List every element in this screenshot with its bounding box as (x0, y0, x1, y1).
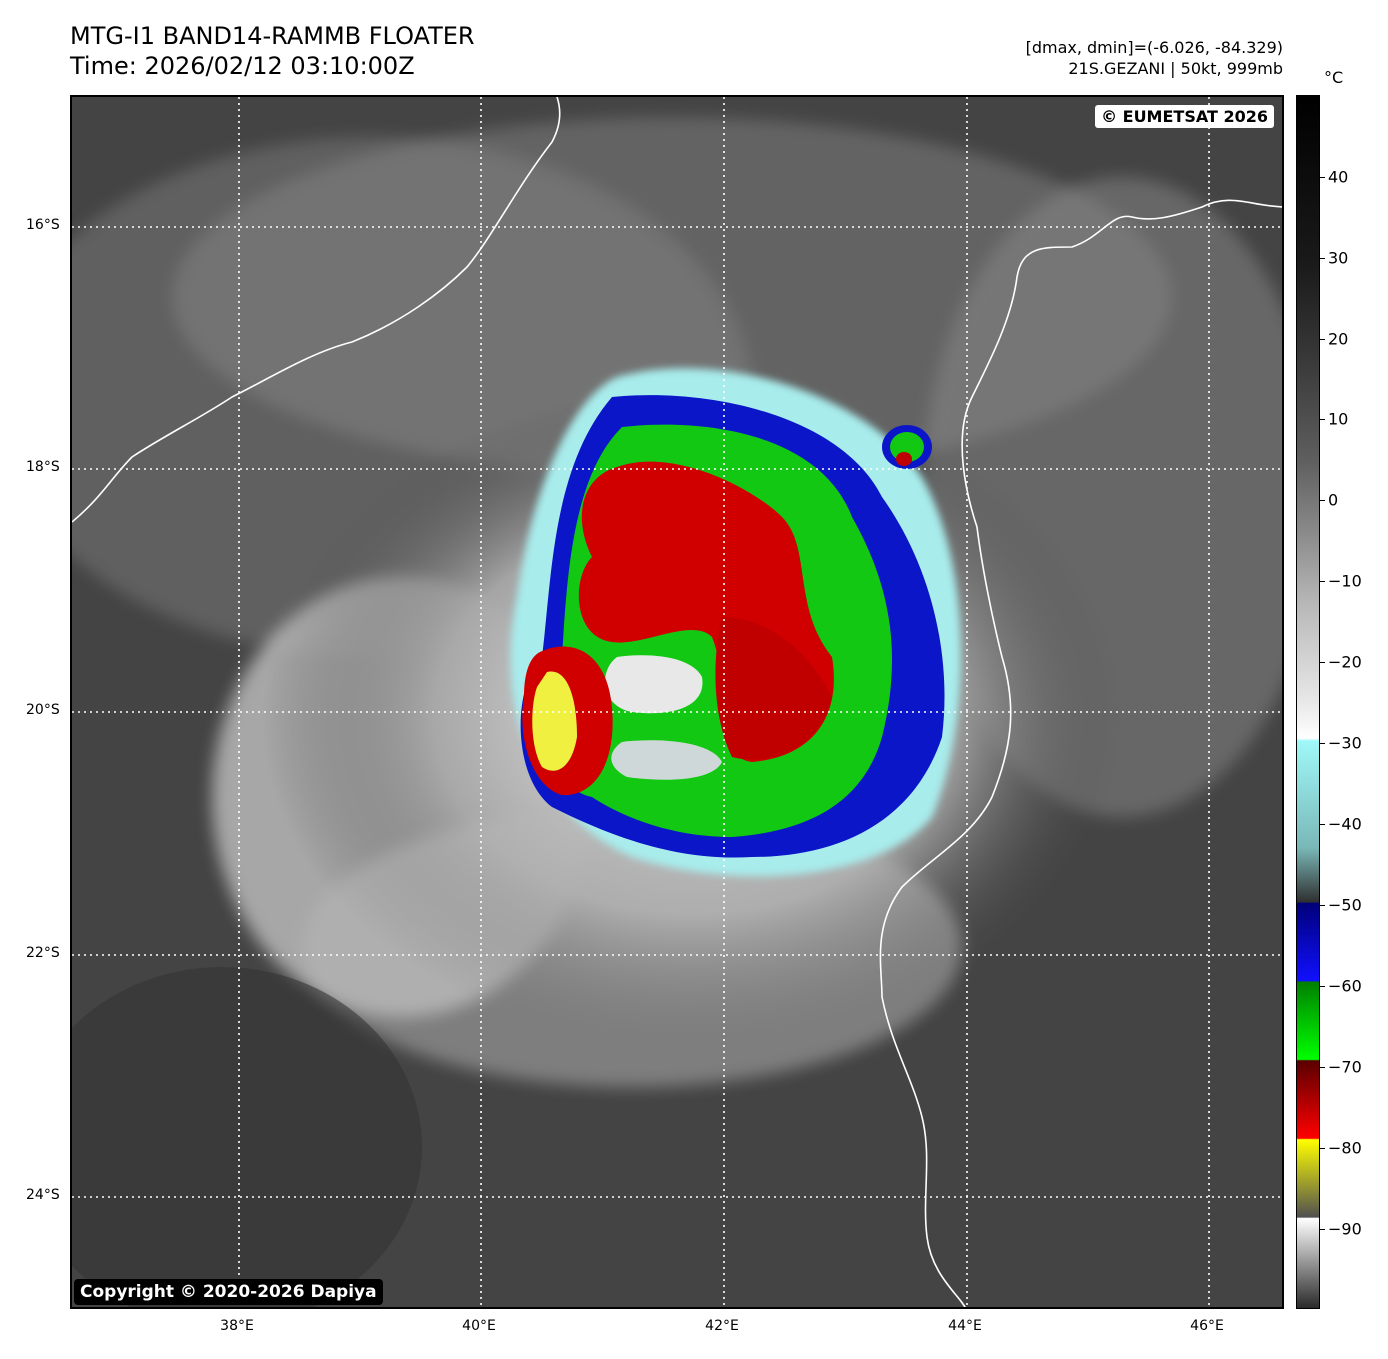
colorbar-tick-m10: −10 (1328, 571, 1362, 591)
tickmark-m80 (1320, 1148, 1325, 1149)
tickmark-20 (1320, 339, 1325, 340)
tickmark-30 (1320, 258, 1325, 259)
tickmark-m20 (1320, 662, 1325, 663)
tickmark-0 (1320, 500, 1325, 501)
satellite-svg (72, 97, 1282, 1307)
colorbar-tick-m70: −70 (1328, 1057, 1362, 1077)
lon-label-46e: 46°E (1190, 1318, 1224, 1334)
dmax-dmin-info: [dmax, dmin]=(-6.026, -84.329) (1025, 38, 1283, 57)
dapiya-watermark: Copyright © 2020-2026 Dapiya (74, 1279, 383, 1305)
colorbar-tick-m30: −30 (1328, 733, 1362, 753)
lon-label-38e: 38°E (220, 1318, 254, 1334)
colorbar-tick-m90: −90 (1328, 1219, 1362, 1239)
colorbar (1296, 95, 1320, 1309)
lon-label-40e: 40°E (462, 1318, 496, 1334)
colorbar-tick-m50: −50 (1328, 895, 1362, 915)
storm-info: 21S.GEZANI | 50kt, 999mb (1068, 59, 1283, 78)
colorbar-tick-10: 10 (1328, 409, 1349, 429)
colorbar-tick-40: 40 (1328, 167, 1349, 187)
eumetsat-watermark: © EUMETSAT 2026 (1095, 105, 1274, 128)
tickmark-m40 (1320, 824, 1325, 825)
tickmark-m10 (1320, 581, 1325, 582)
tickmark-m50 (1320, 905, 1325, 906)
satellite-image: © EUMETSAT 2026 Copyright © 2020-2026 Da… (70, 95, 1284, 1309)
lon-label-44e: 44°E (948, 1318, 982, 1334)
tickmark-m30 (1320, 743, 1325, 744)
colorbar-tick-m20: −20 (1328, 652, 1362, 672)
colorbar-tick-20: 20 (1328, 329, 1349, 349)
colorbar-tick-0: 0 (1328, 490, 1339, 510)
colorbar-tick-30: 30 (1328, 248, 1349, 268)
lat-label-22s: 22°S (26, 945, 60, 961)
tickmark-m90 (1320, 1229, 1325, 1230)
colorbar-tick-m40: −40 (1328, 814, 1362, 834)
tickmark-10 (1320, 419, 1325, 420)
tickmark-40 (1320, 177, 1325, 178)
tickmark-m70 (1320, 1067, 1325, 1068)
title-line-1: MTG-I1 BAND14-RAMMB FLOATER (70, 22, 475, 50)
colorbar-tick-m60: −60 (1328, 976, 1362, 996)
lat-label-24s: 24°S (26, 1187, 60, 1203)
title-time: Time: 2026/02/12 03:10:00Z (70, 52, 415, 80)
lat-label-18s: 18°S (26, 459, 60, 475)
lon-label-42e: 42°E (705, 1318, 739, 1334)
lat-label-16s: 16°S (26, 217, 60, 233)
colorbar-unit: °C (1324, 68, 1344, 87)
tickmark-m60 (1320, 986, 1325, 987)
lat-label-20s: 20°S (26, 702, 60, 718)
colorbar-tick-m80: −80 (1328, 1138, 1362, 1158)
